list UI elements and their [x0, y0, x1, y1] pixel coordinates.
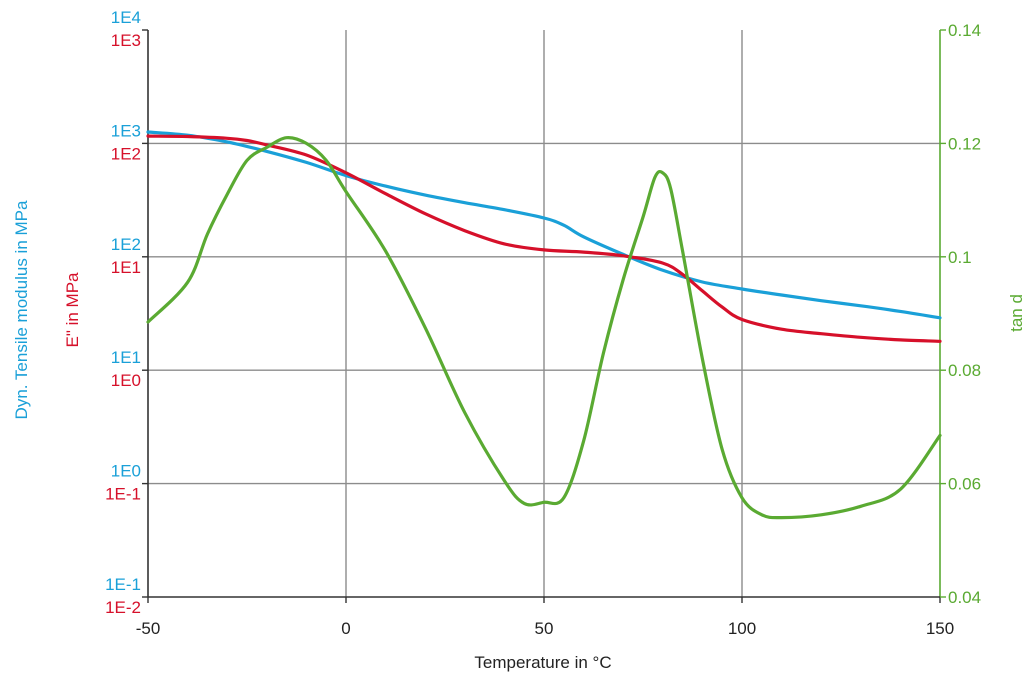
- x-axis-title: Temperature in °C: [474, 653, 611, 672]
- x-tick-label: 50: [535, 619, 554, 638]
- tan-d-curve: [146, 136, 942, 520]
- y-axis-title-tand: tan d: [1007, 294, 1026, 332]
- modulus-tick-label: 1E1: [111, 348, 141, 367]
- tand-tick-label: 0.06: [948, 475, 981, 494]
- data-series: [146, 130, 942, 520]
- tand-tick-label: 0.1: [948, 248, 972, 267]
- modulus-tick-label: 1E2: [111, 235, 141, 254]
- x-tick-label: 0: [341, 619, 350, 638]
- loss-tick-label: 1E-1: [105, 485, 141, 504]
- y-axis-title-modulus: Dyn. Tensile modulus in MPa: [12, 200, 31, 419]
- x-tick-label: -50: [136, 619, 161, 638]
- modulus-curve: [146, 130, 942, 320]
- loss-tick-label: 1E-2: [105, 598, 141, 617]
- tick-labels: -50 0 50 100 150 1E-1 1E0 1E1 1E2 1E3 1E4 1E-2 1E-1 1…: [105, 8, 981, 638]
- tand-tick-label: 0.08: [948, 361, 981, 380]
- modulus-tick-label: 1E4: [111, 8, 141, 27]
- modulus-tick-label: 1E-1: [105, 575, 141, 594]
- x-tick-label: 150: [926, 619, 954, 638]
- loss-tick-label: 1E2: [111, 144, 141, 163]
- loss-tick-label: 1E1: [111, 258, 141, 277]
- x-tick-label: 100: [728, 619, 756, 638]
- grid-lines: [148, 30, 940, 597]
- axes: [142, 29, 946, 603]
- loss-modulus-curve: [146, 134, 942, 343]
- loss-tick-label: 1E3: [111, 31, 141, 50]
- loss-tick-label: 1E0: [111, 371, 141, 390]
- tand-tick-label: 0.04: [948, 588, 981, 607]
- tand-tick-label: 0.12: [948, 134, 981, 153]
- y-axis-title-loss: E" in MPa: [63, 272, 82, 348]
- tand-tick-label: 0.14: [948, 21, 981, 40]
- modulus-tick-label: 1E0: [111, 462, 141, 481]
- modulus-tick-label: 1E3: [111, 121, 141, 140]
